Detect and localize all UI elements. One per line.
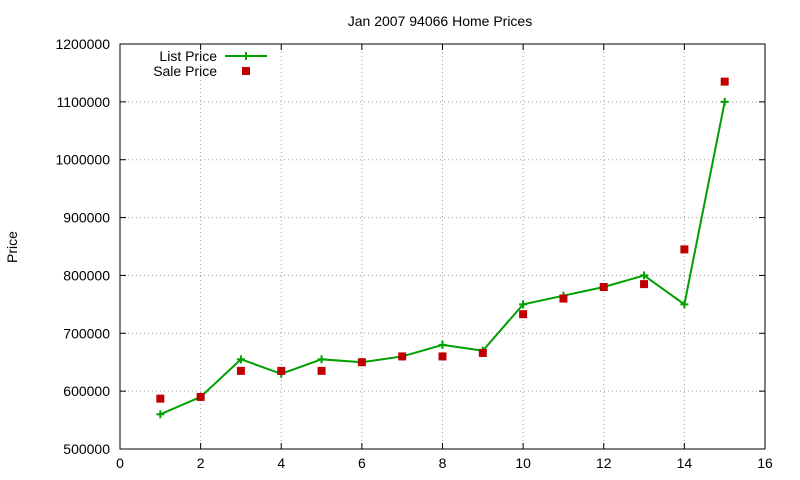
sale-price-point — [680, 245, 689, 254]
y-axis-label: Price — [4, 231, 20, 263]
y-tick-label: 1200000 — [55, 36, 110, 52]
list-price-point — [680, 300, 689, 309]
sale-price-point — [720, 77, 729, 86]
x-tick-label: 16 — [757, 455, 773, 471]
y-tick-label: 900000 — [63, 210, 110, 226]
list-price-point — [720, 97, 729, 106]
list-price-point — [317, 355, 326, 364]
list-price-point — [640, 271, 649, 280]
y-tick-label: 700000 — [63, 325, 110, 341]
legend-label-sale-price: Sale Price — [153, 63, 217, 79]
y-tick-label: 1100000 — [57, 94, 111, 110]
list-price-point — [156, 410, 165, 419]
list-price-point — [519, 300, 528, 309]
sale-price-point — [196, 392, 205, 401]
sale-price-point — [156, 394, 165, 403]
sale-price-point — [317, 366, 326, 375]
sale-price-point — [559, 294, 568, 303]
list-price-point — [438, 340, 447, 349]
y-tick-label: 600000 — [63, 383, 110, 399]
sale-price-point — [519, 310, 528, 319]
y-tick-label: 500000 — [63, 441, 110, 457]
grid — [120, 44, 765, 449]
legend: List Price Sale Price — [153, 48, 267, 79]
y-tick-label: 1000000 — [55, 152, 110, 168]
x-tick-label: 8 — [439, 455, 447, 471]
y-tick-label: 800000 — [63, 267, 110, 283]
x-tick-label: 4 — [277, 455, 285, 471]
x-tick-label: 6 — [358, 455, 366, 471]
sale-price-point — [236, 366, 245, 375]
y-axis: 500000 600000 700000 800000 900000 1000000 110… — [55, 36, 765, 457]
sale-price-point — [277, 366, 286, 375]
x-tick-label: 14 — [677, 455, 693, 471]
sale-price-point — [438, 352, 447, 361]
list-price-point — [236, 355, 245, 364]
chart-title: Jan 2007 94066 Home Prices — [348, 13, 532, 29]
legend-label-list-price: List Price — [159, 48, 217, 64]
legend-square-sample — [242, 67, 250, 75]
x-axis: 0 2 4 6 8 10 12 14 16 — [116, 44, 773, 471]
series-layer — [156, 77, 729, 419]
x-tick-label: 2 — [197, 455, 205, 471]
x-tick-label: 12 — [596, 455, 612, 471]
sale-price-point — [357, 358, 366, 367]
sale-price-point — [478, 348, 487, 357]
sale-price-point — [599, 283, 608, 291]
x-tick-label: 10 — [515, 455, 531, 471]
sale-price-point — [640, 280, 649, 289]
x-tick-label: 0 — [116, 455, 124, 471]
sale-price-point — [398, 352, 407, 361]
